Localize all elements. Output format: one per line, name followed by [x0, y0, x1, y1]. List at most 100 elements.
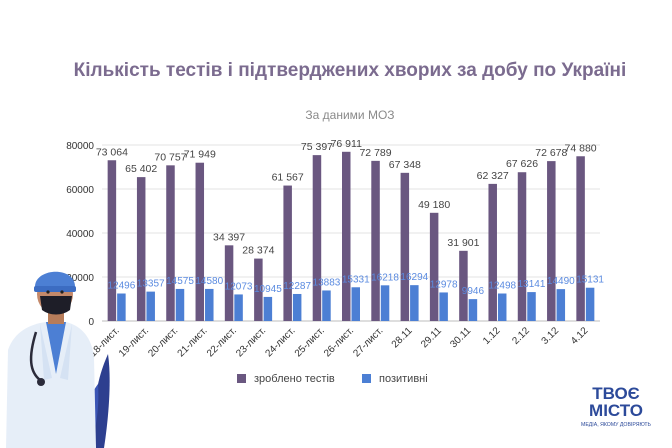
x-tick-label: 24-лист. — [264, 325, 298, 359]
value-label-positive: 15331 — [342, 274, 370, 285]
value-label-tests: 76 911 — [331, 138, 362, 150]
legend-label-tests: зроблено тестів — [254, 373, 335, 385]
bar-positive — [234, 294, 243, 321]
value-label-positive: 14575 — [166, 276, 194, 287]
bar-positive — [468, 299, 478, 321]
value-label-tests: 74 880 — [565, 142, 597, 154]
bar-tests — [107, 160, 117, 321]
value-label-positive: 12496 — [107, 281, 135, 292]
value-label-tests: 70 757 — [154, 151, 186, 163]
bar-positive — [146, 291, 155, 321]
value-label-positive: 15131 — [576, 275, 604, 286]
grid-lines — [102, 144, 600, 322]
x-tick-label: 29.11 — [419, 325, 444, 350]
value-label-positive: 16218 — [371, 272, 399, 283]
x-tick-label: 19-лист. — [117, 325, 151, 359]
brand-logo-mark-icon: ТВОЄ МІСТО МЕДІА, ЯКОМУ ДОВІРЯЮТЬ — [581, 384, 652, 428]
value-label-positive: 13141 — [518, 279, 546, 290]
value-label-positive: 12287 — [283, 281, 311, 292]
x-tick-label: 1.12 — [481, 325, 503, 347]
value-label-tests: 31 901 — [447, 237, 479, 249]
bar-tests — [400, 172, 410, 321]
value-label-tests: 72 678 — [535, 147, 567, 159]
value-label-tests: 67 348 — [389, 159, 421, 171]
bar-tests — [517, 172, 527, 321]
bar-tests — [283, 185, 292, 321]
bar-positive — [117, 293, 126, 321]
x-tick-label: 27-лист. — [351, 325, 385, 359]
x-tick-label: 28.11 — [390, 325, 415, 350]
value-label-tests: 67 626 — [506, 158, 538, 170]
bar-positive — [410, 285, 419, 321]
value-label-positive: 16294 — [400, 272, 428, 283]
logo-line2: МІСТО — [589, 401, 643, 420]
legend-swatch-tests — [237, 374, 246, 383]
x-tick-label: 22-лист. — [205, 325, 239, 359]
bar-tests — [195, 162, 205, 321]
x-tick-label: 20-лист. — [146, 325, 180, 359]
bar-positive — [205, 288, 214, 321]
bar-tests — [166, 165, 175, 321]
brand-logo: ТВОЄ МІСТО МЕДІА, ЯКОМУ ДОВІРЯЮТЬ — [576, 382, 656, 434]
y-tick-label: 60000 — [66, 185, 94, 196]
x-tick-label: 2.12 — [510, 325, 532, 347]
bar-positive — [322, 290, 331, 321]
bar-positive — [585, 287, 595, 321]
bar-tests — [224, 245, 234, 321]
bar-positive — [263, 296, 273, 321]
x-tick-label: 23-лист. — [234, 325, 268, 359]
bar-tests — [371, 160, 380, 321]
y-tick-label: 80000 — [66, 141, 94, 152]
logo-line1: ТВОЄ — [592, 384, 640, 403]
legend-swatch-positive — [362, 374, 371, 383]
doctor-illustration-icon — [6, 271, 110, 448]
chart-title: Кількість тестів і підтверджених хворих … — [73, 60, 627, 81]
value-label-positive: 10945 — [254, 284, 282, 295]
bars — [107, 151, 595, 321]
value-label-tests: 61 567 — [272, 172, 304, 184]
bar-tests — [429, 212, 439, 321]
y-axis: 0 20000 40000 60000 80000 — [66, 141, 94, 328]
bar-tests — [312, 155, 322, 321]
y-tick-label: 20000 — [66, 273, 94, 284]
legend: зроблено тестів позитивні — [237, 373, 428, 385]
legend-label-positive: позитивні — [379, 373, 428, 385]
value-label-tests: 65 402 — [125, 163, 157, 175]
value-label-positive: 13357 — [137, 279, 165, 290]
value-label-tests: 72 789 — [359, 147, 391, 159]
bar-tests — [488, 183, 497, 321]
x-tick-label: 4.12 — [569, 325, 591, 347]
y-tick-label: 40000 — [66, 229, 94, 240]
bar-positive — [497, 293, 507, 321]
value-label-tests: 28 374 — [242, 245, 274, 257]
value-label-positive: 9946 — [462, 286, 485, 297]
logo-tagline: МЕДІА, ЯКОМУ ДОВІРЯЮТЬ — [581, 422, 652, 428]
bar-positive — [380, 285, 390, 321]
value-label-positive: 14580 — [195, 276, 223, 287]
bar-tests — [576, 156, 585, 321]
value-label-positive: 12978 — [430, 279, 458, 290]
value-label-positive: 13883 — [313, 277, 341, 288]
bar-tests — [547, 161, 556, 321]
x-tick-label: 30.11 — [448, 325, 473, 350]
value-label-positive: 12498 — [488, 281, 516, 292]
value-label-tests: 71 949 — [184, 149, 216, 161]
value-label-tests: 34 397 — [213, 231, 245, 243]
bar-tests — [254, 258, 263, 321]
chart-subtitle: За даними МОЗ — [305, 108, 395, 122]
value-labels: 73 064 12496 65 402 13357 70 757 14575 71 949 1… — [96, 138, 605, 297]
y-tick-label: 0 — [88, 317, 94, 328]
bar-tests — [136, 177, 146, 321]
value-label-positive: 12073 — [225, 281, 253, 292]
value-label-tests: 62 327 — [477, 170, 509, 182]
bar-positive — [556, 289, 566, 321]
bar-tests — [459, 250, 468, 321]
bar-positive — [527, 292, 536, 321]
bar-positive — [292, 293, 302, 321]
x-tick-label: 25-лист. — [293, 325, 327, 359]
value-label-tests: 73 064 — [96, 146, 128, 158]
bar-positive — [351, 287, 360, 321]
value-label-positive: 14490 — [547, 276, 575, 287]
value-label-tests: 75 397 — [301, 141, 333, 153]
